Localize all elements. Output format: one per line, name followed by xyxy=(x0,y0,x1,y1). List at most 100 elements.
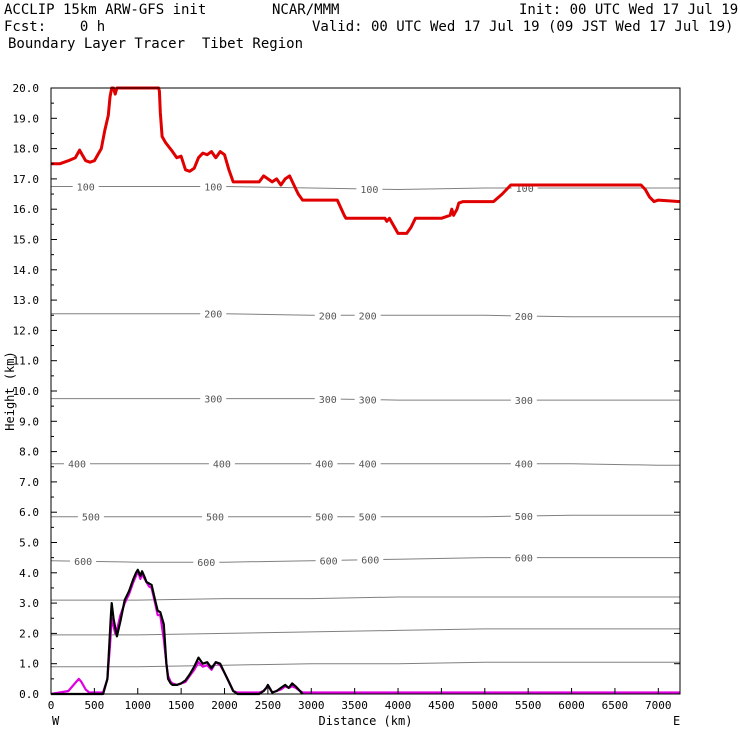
contour-label-100: 100 xyxy=(516,184,534,195)
y-tick-label: 10.0 xyxy=(13,385,40,398)
west-label: W xyxy=(52,714,60,728)
pressure-contours: 100 100 100 100 200 200 200 200 300 300 300 300 400 4… xyxy=(50,180,680,668)
y-tick-label: 4.0 xyxy=(19,567,39,580)
pressure-contour-600 xyxy=(50,557,680,563)
contour-label-600: 600 xyxy=(197,558,215,569)
contour-label-600: 600 xyxy=(320,556,338,567)
y-tick-label: 13.0 xyxy=(13,294,40,307)
x-tick-label: 4500 xyxy=(428,699,455,712)
y-tick-label: 15.0 xyxy=(13,234,40,247)
pressure-contour-100 xyxy=(51,186,680,191)
contour-label-400: 400 xyxy=(68,460,86,471)
contour-label-100: 100 xyxy=(77,182,95,193)
contour-label-bg xyxy=(193,556,220,569)
plot-frame xyxy=(50,87,681,695)
valid-time: Valid: 00 UTC Wed 17 Jul 19 (09 JST Wed … xyxy=(312,19,734,35)
contour-label-300: 300 xyxy=(515,396,533,407)
contour-label-bg xyxy=(354,309,381,322)
contour-label-bg xyxy=(510,457,537,470)
contour-label-bg xyxy=(200,392,227,405)
contour-label-bg xyxy=(70,555,97,568)
contour-label-600: 600 xyxy=(74,557,92,568)
contour-label-400: 400 xyxy=(359,460,377,471)
x-tick-label: 6000 xyxy=(558,699,585,712)
y-tick-label: 1.0 xyxy=(19,658,39,671)
contour-label-bg xyxy=(208,457,235,470)
contour-label-bg xyxy=(510,309,537,322)
y-tick-label: 12.0 xyxy=(13,324,40,337)
x-tick-label: 0 xyxy=(48,699,55,712)
y-tick-label: 3.0 xyxy=(19,597,39,610)
contour-label-bg xyxy=(77,510,104,523)
y-tick-label: 8.0 xyxy=(19,446,39,459)
contour-label-200: 200 xyxy=(319,311,337,322)
y-tick-label: 6.0 xyxy=(19,506,39,519)
y-tick-label: 16.0 xyxy=(13,203,40,216)
contour-label-bg xyxy=(311,457,338,470)
series-line-3 xyxy=(51,568,304,696)
pressure-contour-500 xyxy=(51,514,680,518)
contour-label-bg xyxy=(311,510,338,523)
contour-label-bg xyxy=(314,309,341,322)
pressure-contour-800 xyxy=(51,628,680,636)
contour-label-400: 400 xyxy=(515,460,533,471)
x-axis-title: Distance (km) xyxy=(319,714,413,728)
y-axis: 0.0 1.0 2.0 3.0 4.0 5.0 6.0 7.0 8.0 9.0 10.0 11.0 12… xyxy=(13,82,680,701)
y-tick-label: 17.0 xyxy=(13,173,40,186)
contour-label-600: 600 xyxy=(361,556,379,567)
contour-label-500: 500 xyxy=(82,513,100,524)
contour-label-bg xyxy=(64,457,91,470)
x-tick-label: 1000 xyxy=(125,699,152,712)
data-series xyxy=(50,86,681,696)
y-tick-label: 9.0 xyxy=(19,415,39,428)
y-tick-label: 11.0 xyxy=(13,355,40,368)
x-axis: 0 500 1000 1500 2000 2500 3000 3500 4000 4500 5000… xyxy=(48,688,672,712)
contour-label-bg xyxy=(354,393,381,406)
contour-label-bg xyxy=(510,510,537,523)
pressure-contour-200 xyxy=(51,313,680,318)
product-name: Boundary Layer Tracer Tibet Region xyxy=(8,36,304,52)
pressure-contour-900 xyxy=(51,661,680,668)
contour-label-bg xyxy=(200,180,227,193)
x-tick-label: 4000 xyxy=(385,699,412,712)
pressure-contour-400 xyxy=(51,463,680,466)
pressure-contour-300 xyxy=(51,398,680,401)
x-tick-label: 3000 xyxy=(298,699,325,712)
y-tick-label: 2.0 xyxy=(19,627,39,640)
series-line-1 xyxy=(51,86,681,235)
contour-label-bg xyxy=(72,180,99,193)
init-time: Init: 00 UTC Wed 17 Jul 19 xyxy=(519,2,739,18)
x-tick-label: 7000 xyxy=(645,699,672,712)
contour-label-300: 300 xyxy=(319,395,337,406)
x-tick-label: 2500 xyxy=(255,699,282,712)
contour-label-600: 600 xyxy=(515,554,533,565)
contour-label-bg xyxy=(354,457,381,470)
contour-label-bg xyxy=(510,394,537,407)
contour-label-bg xyxy=(201,510,228,523)
contour-label-400: 400 xyxy=(213,460,231,471)
y-tick-label: 19.0 xyxy=(13,112,40,125)
contour-label-bg xyxy=(357,553,384,566)
x-tick-label: 5000 xyxy=(472,699,499,712)
x-tick-label: 3500 xyxy=(341,699,368,712)
x-tick-label: 5500 xyxy=(515,699,542,712)
y-tick-label: 7.0 xyxy=(19,476,39,489)
contour-label-bg xyxy=(200,307,227,320)
contour-label-500: 500 xyxy=(359,513,377,524)
pressure-contour-700 xyxy=(51,596,680,601)
y-tick-label: 18.0 xyxy=(13,143,40,156)
y-tick-label: 14.0 xyxy=(13,264,40,277)
contour-label-bg xyxy=(356,183,383,196)
contour-label-bg xyxy=(315,554,342,567)
contour-label-bg xyxy=(314,392,341,405)
forecast-hour: Fcst: 0 h xyxy=(4,19,106,35)
x-tick-label: 6500 xyxy=(602,699,629,712)
y-tick-label: 20.0 xyxy=(13,82,40,95)
y-axis-title: Height (km) xyxy=(3,351,17,430)
x-tick-label: 1500 xyxy=(168,699,195,712)
contour-label-200: 200 xyxy=(515,312,533,323)
x-tick-label: 500 xyxy=(84,699,104,712)
contour-label-bg xyxy=(354,510,381,523)
x-tick-label: 2000 xyxy=(211,699,238,712)
